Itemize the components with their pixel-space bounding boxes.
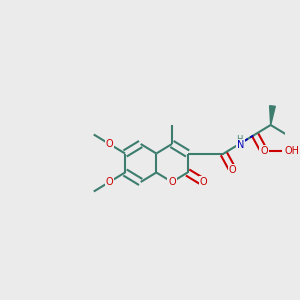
Text: O: O (200, 177, 207, 187)
Text: H: H (236, 134, 243, 143)
Text: N: N (237, 140, 244, 150)
Text: O: O (260, 146, 268, 156)
Text: O: O (229, 165, 237, 175)
Text: O: O (106, 177, 113, 187)
Polygon shape (270, 106, 275, 125)
Text: O: O (168, 177, 176, 187)
Text: O: O (106, 139, 113, 149)
Text: OH: OH (285, 146, 300, 156)
